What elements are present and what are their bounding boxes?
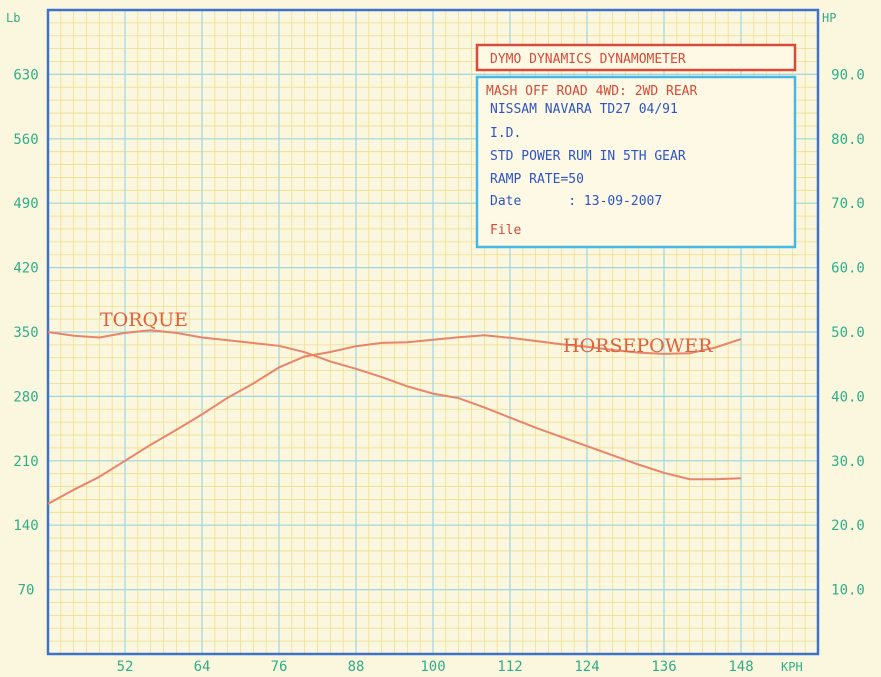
x-axis-ticks: 52 64 76 88 100 112 124 136 148: [117, 659, 754, 675]
left-tick-label: 420: [13, 261, 38, 277]
left-tick-label: 490: [13, 196, 38, 212]
x-tick-label: 100: [420, 659, 445, 675]
x-tick-label: 52: [117, 659, 134, 675]
left-tick-label: 350: [13, 325, 38, 341]
info-line-id: I.D.: [490, 126, 521, 141]
info-title-frame: [475, 43, 797, 72]
left-tick-label: 140: [13, 518, 38, 534]
info-line-vehicle: NISSAM NAVARA TD27 04/91: [490, 102, 678, 117]
left-tick-label: 560: [13, 132, 38, 148]
right-tick-label: 20.0: [831, 518, 865, 534]
info-line-file: File: [490, 223, 521, 238]
info-box: DYMO DYNAMICS DYNAMOMETER MASH OFF ROAD …: [475, 43, 797, 249]
torque-curve: [47, 329, 742, 481]
right-tick-label: 30.0: [831, 454, 865, 470]
horsepower-curve: [47, 334, 742, 505]
x-tick-label: 88: [348, 659, 365, 675]
right-tick-label: 50.0: [831, 325, 865, 341]
left-tick-label: 210: [13, 454, 38, 470]
right-tick-label: 90.0: [831, 67, 865, 83]
right-tick-label: 60.0: [831, 261, 865, 277]
info-line-run: STD POWER RUM IN 5TH GEAR: [490, 149, 686, 164]
x-tick-label: 124: [574, 659, 599, 675]
right-axis-unit: HP: [822, 11, 836, 25]
right-tick-label: 70.0: [831, 196, 865, 212]
horsepower-label: HORSEPOWER: [563, 335, 713, 357]
x-tick-label: 112: [497, 659, 522, 675]
torque-label: TORQUE: [100, 309, 188, 331]
left-axis-unit: Lb: [6, 11, 20, 25]
info-line-date: Date : 13-09-2007: [490, 194, 662, 209]
right-tick-label: 80.0: [831, 132, 865, 148]
left-tick-label: 70: [18, 583, 35, 599]
info-body-frame: [475, 75, 797, 249]
right-axis-ticks: 10.0 20.0 30.0 40.0 50.0 60.0 70.0 80.0 90.0: [831, 67, 865, 598]
x-tick-label: 76: [271, 659, 288, 675]
info-line-ramp: RAMP RATE=50: [490, 172, 584, 187]
x-tick-label: 64: [194, 659, 211, 675]
x-tick-label: 136: [651, 659, 676, 675]
info-title: DYMO DYNAMICS DYNAMOMETER: [490, 52, 686, 67]
right-tick-label: 40.0: [831, 389, 865, 405]
x-axis-unit: KPH: [781, 660, 803, 674]
left-tick-label: 280: [13, 389, 38, 405]
info-line-setup: MASH OFF ROAD 4WD: 2WD REAR: [486, 84, 697, 99]
x-tick-label: 148: [728, 659, 753, 675]
right-tick-label: 10.0: [831, 583, 865, 599]
left-tick-label: 630: [13, 67, 38, 83]
left-axis-ticks: 70 140 210 280 350 420 490 560 630: [13, 67, 38, 598]
